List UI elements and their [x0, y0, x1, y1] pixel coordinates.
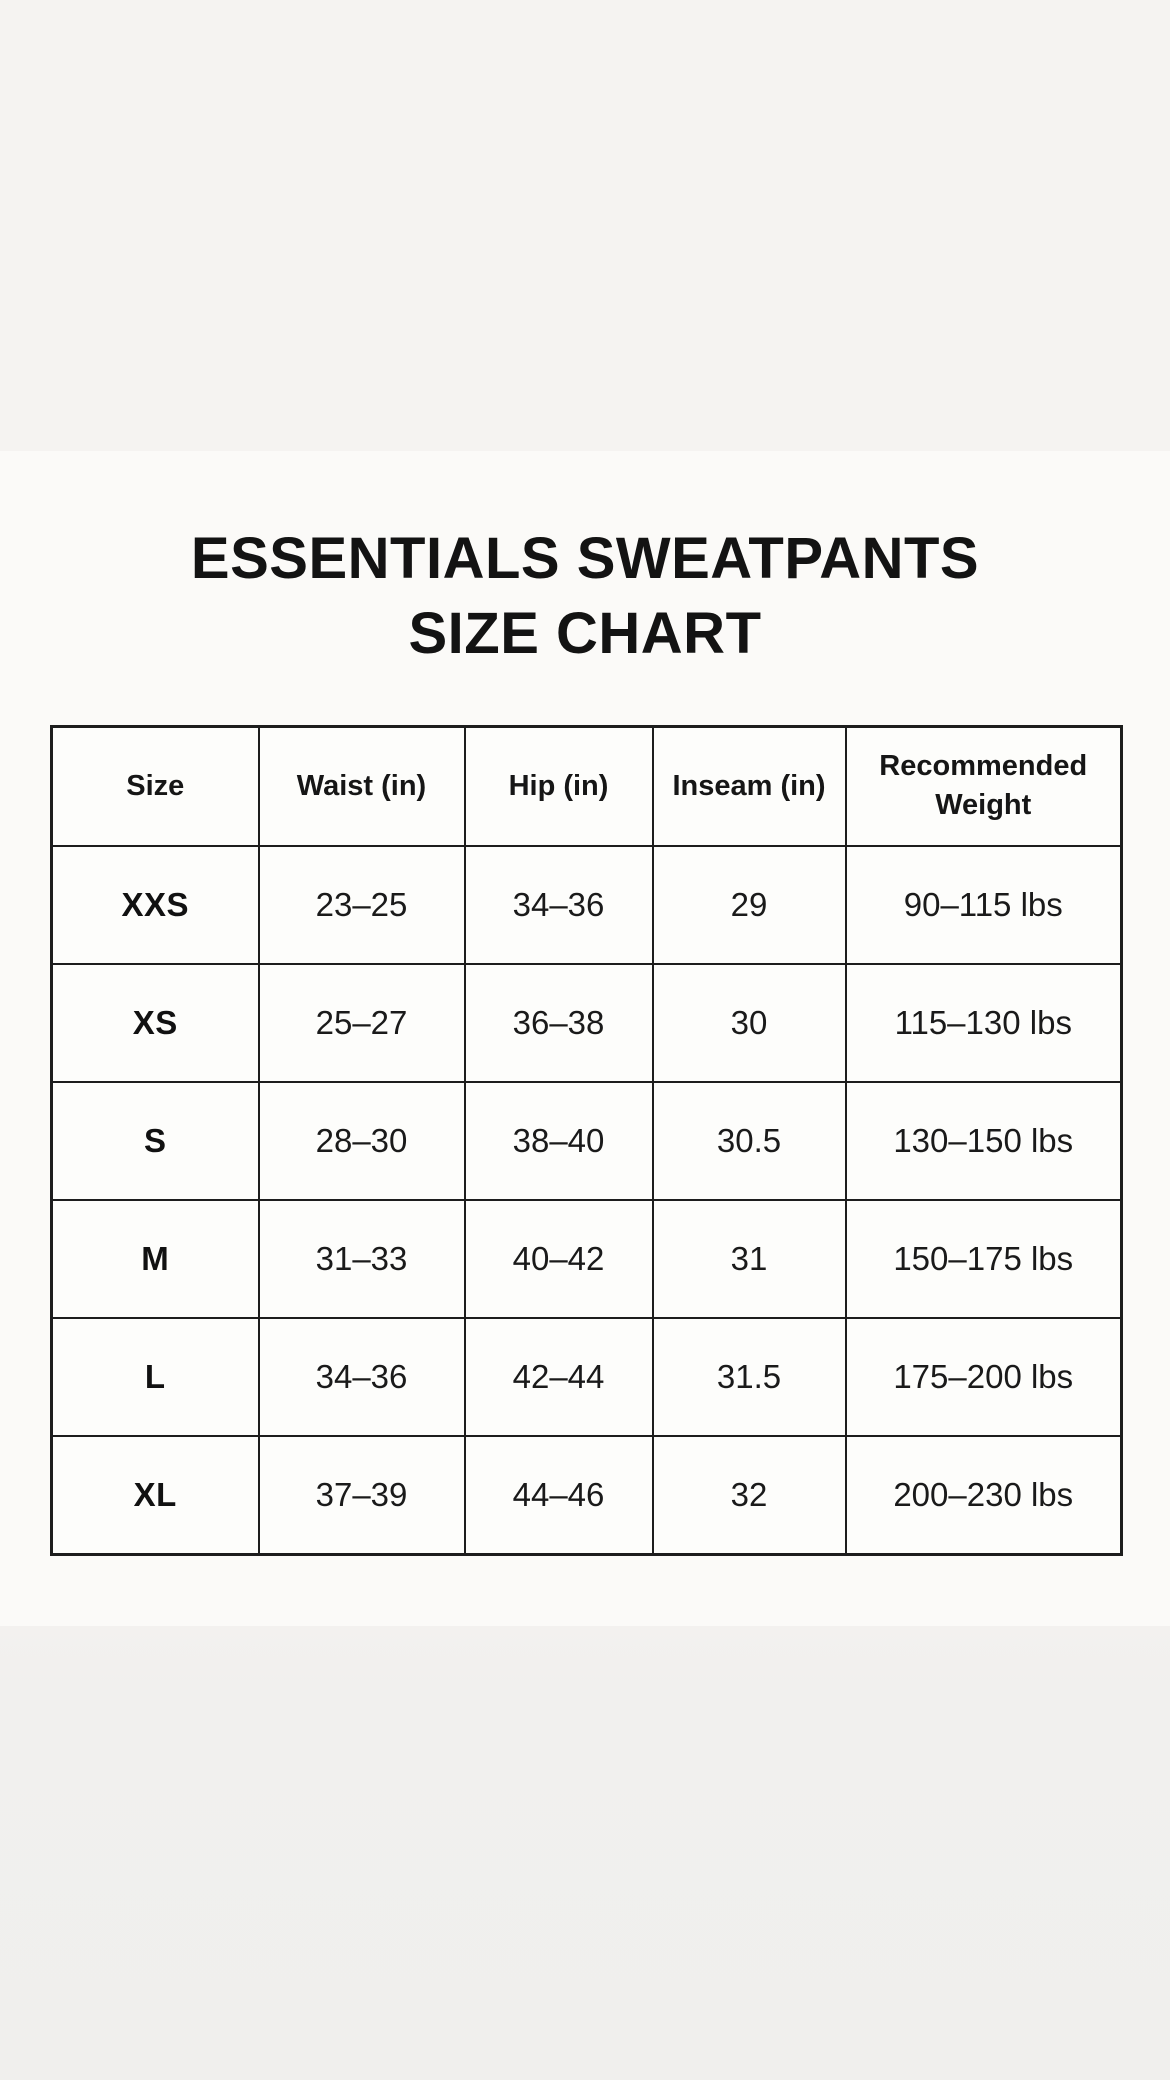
value-cell: 34–36 [257, 1317, 466, 1438]
size-cell: M [50, 1198, 260, 1320]
size-cell: XXS [50, 844, 260, 965]
table-row: M 31–33 40–42 31 150–175 lbs [50, 1198, 1123, 1320]
column-header: Hip (in) [463, 725, 654, 847]
value-cell: 28–30 [257, 1080, 466, 1201]
page-title: ESSENTIALS SWEATPANTS SIZE CHART [0, 521, 1170, 671]
value-cell: 130–150 lbs [844, 1080, 1123, 1201]
value-cell: 40–42 [463, 1198, 654, 1320]
value-cell: 31–33 [257, 1198, 466, 1320]
size-cell: S [50, 1080, 260, 1201]
value-cell: 175–200 lbs [844, 1317, 1123, 1438]
value-cell: 44–46 [463, 1435, 654, 1556]
value-cell: 90–115 lbs [844, 844, 1123, 965]
table-row: S 28–30 38–40 30.5 130–150 lbs [50, 1080, 1123, 1201]
value-cell: 30.5 [651, 1080, 847, 1201]
size-cell: XS [50, 962, 260, 1083]
table-body: XXS 23–25 34–36 29 90–115 lbs XS 25–27 36–38 30 1… [50, 844, 1123, 1556]
value-cell: 115–130 lbs [844, 962, 1123, 1083]
value-cell: 31 [651, 1198, 847, 1320]
value-cell: 38–40 [463, 1080, 654, 1201]
table-row: XS 25–27 36–38 30 115–130 lbs [50, 962, 1123, 1083]
top-background-band [0, 0, 1170, 451]
value-cell: 37–39 [257, 1435, 466, 1556]
value-cell: 200–230 lbs [844, 1435, 1123, 1556]
value-cell: 32 [651, 1435, 847, 1556]
value-cell: 25–27 [257, 962, 466, 1083]
table-header-row: Size Waist (in) Hip (in) Inseam (in) Recomme… [50, 725, 1123, 847]
value-cell: 30 [651, 962, 847, 1083]
value-cell: 23–25 [257, 844, 466, 965]
column-header: Recommended Weight [844, 725, 1123, 847]
title-line-1: ESSENTIALS SWEATPANTS [190, 526, 980, 591]
table-row: XL 37–39 44–46 32 200–230 lbs [50, 1435, 1123, 1556]
table-row: XXS 23–25 34–36 29 90–115 lbs [50, 844, 1123, 965]
value-cell: 34–36 [463, 844, 654, 965]
value-cell: 42–44 [463, 1317, 654, 1438]
value-cell: 29 [651, 844, 847, 965]
size-chart-table: Size Waist (in) Hip (in) Inseam (in) Recomme… [50, 725, 1123, 1556]
title-line-2: SIZE CHART [408, 601, 762, 666]
size-cell: XL [50, 1435, 260, 1556]
value-cell: 150–175 lbs [844, 1198, 1123, 1320]
value-cell: 31.5 [651, 1317, 847, 1438]
table-row: L 34–36 42–44 31.5 175–200 lbs [50, 1317, 1123, 1438]
size-cell: L [50, 1317, 260, 1438]
bottom-background-band [0, 1626, 1170, 2080]
value-cell: 36–38 [463, 962, 654, 1083]
column-header: Waist (in) [257, 725, 466, 847]
column-header: Inseam (in) [651, 725, 847, 847]
column-header: Size [50, 725, 260, 847]
table-header: Size Waist (in) Hip (in) Inseam (in) Recomme… [50, 725, 1123, 847]
